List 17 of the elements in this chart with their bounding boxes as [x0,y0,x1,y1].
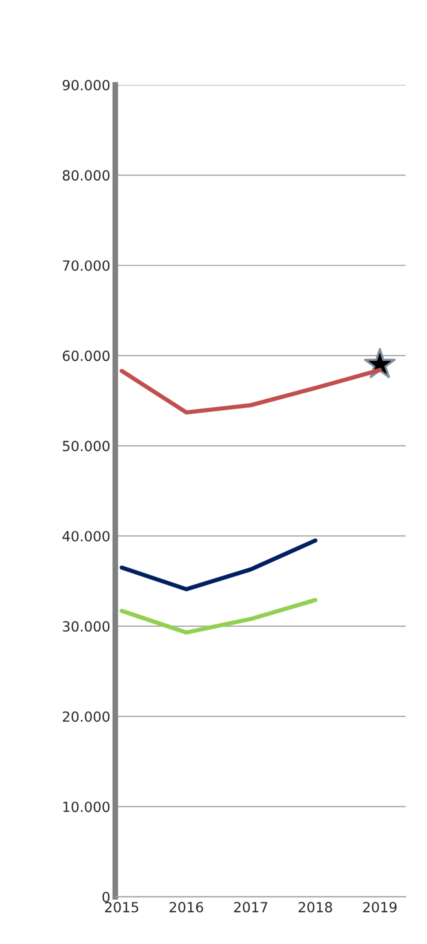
y-tick-label: 20.000 [62,711,110,722]
y-tick-label: 90.000 [62,80,110,90]
x-tick-label: 2019 [363,902,397,912]
line-series [120,598,318,635]
x-tick-label: 2015 [105,902,138,912]
x-tick-label: 2017 [234,902,268,912]
x-tick-label: 2016 [170,902,204,912]
line-series [120,538,318,592]
y-tick-label: 30.000 [62,621,110,632]
y-tick-label: 50.000 [62,440,110,452]
y-tick-label: 80.000 [62,170,110,181]
x-tick-label: 2018 [298,902,332,912]
y-tick-label: 40.000 [62,530,110,542]
y-tick-label: 0 [102,892,110,902]
y-tick-label: 10.000 [63,802,110,812]
y-tick-label: 60.000 [62,350,110,362]
y-tick-label: 70.000 [62,260,110,271]
